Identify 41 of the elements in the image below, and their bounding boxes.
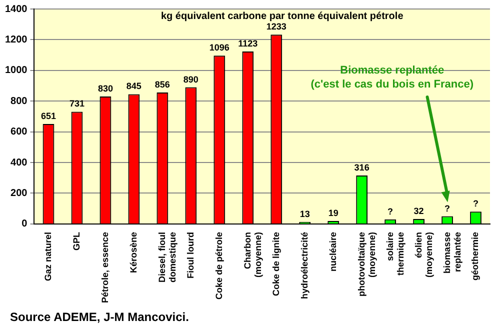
source-note: Source ADEME, J-M Mancovici. [10, 310, 189, 324]
x-tick-label: Gaz naturel [42, 232, 53, 281]
x-tick-label: Coke de pétrole [214, 232, 224, 300]
data-label: 13 [300, 208, 310, 219]
x-tick-label: nucléaire [328, 232, 338, 272]
data-label: 845 [126, 81, 142, 92]
y-tick-label: 1400 [4, 4, 28, 15]
x-tick-label: Fioul lourd [185, 232, 196, 278]
x-tick-label: Coke de lignite [270, 232, 281, 296]
x-tick-label: Kérosène [128, 232, 138, 273]
x-tick-label: géothermie [470, 232, 480, 280]
y-tick-label: 600 [10, 126, 28, 138]
x-tick-label: éolien (moyenne) [413, 232, 434, 278]
data-label: 731 [69, 98, 84, 109]
y-tick-label: 400 [10, 157, 28, 168]
data-label: 1096 [209, 42, 230, 53]
data-label: 1233 [266, 22, 286, 32]
data-label: ? [444, 203, 450, 214]
chart-title: kg équivalent carbone par tonne équivalent pétrole [160, 10, 404, 22]
y-tick-label: 800 [10, 96, 28, 107]
x-tick-label: GPL [71, 231, 82, 250]
y-tick-label: 0 [22, 218, 28, 230]
y-tick-label: 1000 [4, 65, 28, 76]
data-label: 19 [328, 208, 338, 218]
data-label: 316 [354, 162, 370, 172]
x-tick-label: Charbon (moyenne) [242, 232, 264, 278]
x-tick-label: photovoltaïque (moyenne) [356, 232, 378, 296]
x-tick-label: hydroélectricité [299, 232, 310, 299]
x-tick-label: Diesel, fioul domestique [156, 232, 178, 282]
data-label: 830 [98, 84, 113, 94]
y-tick-label: 1200 [4, 34, 28, 46]
data-label: ? [388, 206, 394, 216]
x-tick-label: Pétrole, essence [100, 232, 110, 304]
annotation: Biomasse replantée (c'est le cas du bois en France) [310, 64, 474, 91]
data-label: ? [473, 198, 479, 209]
data-label: 890 [183, 74, 198, 84]
data-label: 856 [154, 80, 170, 90]
data-label: 651 [40, 110, 56, 121]
data-label: 32 [414, 206, 424, 216]
y-tick-label: 200 [10, 188, 28, 199]
data-label: 1123 [238, 38, 258, 49]
